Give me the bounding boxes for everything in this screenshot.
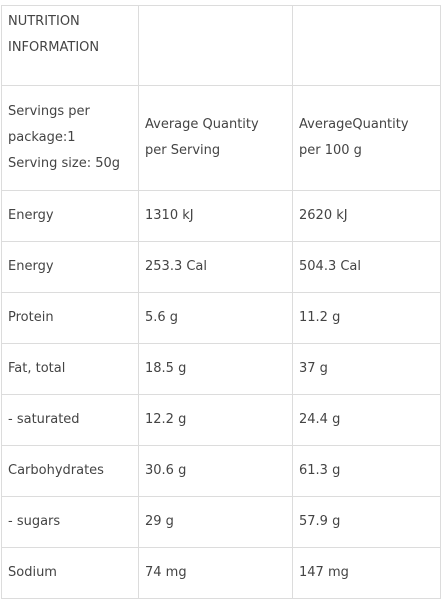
per-serving-value: 29 g (138, 496, 293, 548)
header-row: Servings per package:1 Serving size: 50g… (1, 85, 441, 191)
table-row: Sodium 74 mg 147 mg (1, 547, 441, 599)
per-serving-value: 253.3 Cal (138, 241, 293, 293)
nutrition-table: NUTRITION INFORMATION Servings per packa… (1, 5, 441, 599)
per-100g-value: 37 g (292, 343, 441, 395)
column-header-per-100g: AverageQuantity per 100 g (292, 85, 441, 191)
per-100g-value: 147 mg (292, 547, 441, 599)
table-row: Protein 5.6 g 11.2 g (1, 292, 441, 344)
per-100g-value: 57.9 g (292, 496, 441, 548)
per-serving-value: 5.6 g (138, 292, 293, 344)
empty-cell (138, 5, 293, 86)
title-row: NUTRITION INFORMATION (1, 5, 441, 86)
per-100g-value: 504.3 Cal (292, 241, 441, 293)
nutrient-label: Sodium (1, 547, 139, 599)
table-row: Energy 1310 kJ 2620 kJ (1, 190, 441, 242)
table-title: NUTRITION INFORMATION (1, 5, 139, 86)
nutrient-label: Fat, total (1, 343, 139, 395)
table-row: Carbohydrates 30.6 g 61.3 g (1, 445, 441, 497)
table-row: - saturated 12.2 g 24.4 g (1, 394, 441, 446)
per-serving-value: 74 mg (138, 547, 293, 599)
nutrient-label: Carbohydrates (1, 445, 139, 497)
per-100g-value: 61.3 g (292, 445, 441, 497)
nutrient-label: Energy (1, 241, 139, 293)
nutrient-label: Energy (1, 190, 139, 242)
per-100g-value: 11.2 g (292, 292, 441, 344)
per-serving-value: 12.2 g (138, 394, 293, 446)
per-serving-value: 1310 kJ (138, 190, 293, 242)
per-100g-value: 2620 kJ (292, 190, 441, 242)
servings-info: Servings per package:1 Serving size: 50g (1, 85, 139, 191)
empty-cell (292, 5, 441, 86)
table-row: Energy 253.3 Cal 504.3 Cal (1, 241, 441, 293)
nutrient-label: - saturated (1, 394, 139, 446)
per-serving-value: 18.5 g (138, 343, 293, 395)
nutrient-label: Protein (1, 292, 139, 344)
column-header-per-serving: Average Quantity per Serving (138, 85, 293, 191)
table-row: - sugars 29 g 57.9 g (1, 496, 441, 548)
nutrient-label: - sugars (1, 496, 139, 548)
table-row: Fat, total 18.5 g 37 g (1, 343, 441, 395)
per-100g-value: 24.4 g (292, 394, 441, 446)
per-serving-value: 30.6 g (138, 445, 293, 497)
